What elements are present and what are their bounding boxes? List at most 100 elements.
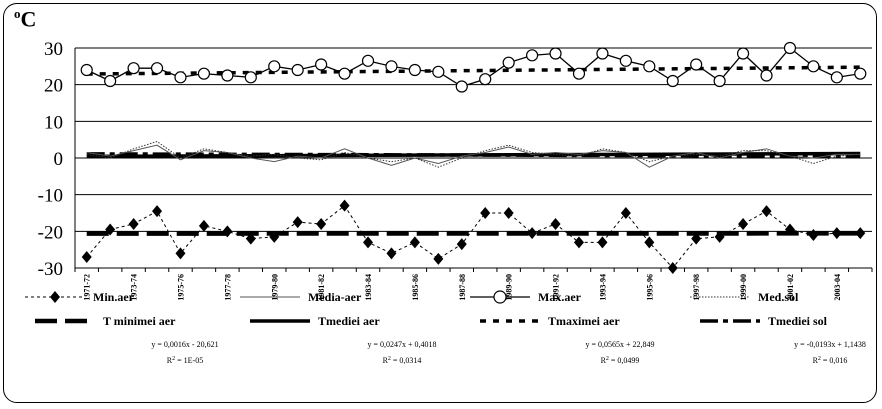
data-point-max [385, 60, 398, 73]
trend-equation: y = 0,0247x + 0,4018 [367, 340, 436, 349]
unit-label: oC [14, 6, 37, 32]
data-point-min [480, 207, 491, 219]
legend-marker [50, 291, 60, 303]
x-tick-label: 1993-94 [598, 274, 607, 301]
x-tick-label: 1975-76 [176, 274, 185, 301]
x-tick-label: 1985-86 [411, 274, 420, 301]
x-tick-label: 1971-72 [83, 274, 92, 301]
data-point-max [455, 80, 468, 93]
trend-equation: y = 0,0565x + 22,849 [585, 340, 654, 349]
legend-label: Media-aer [308, 290, 362, 304]
data-point-min [245, 232, 256, 245]
x-tick-label: 1991-92 [552, 274, 561, 301]
y-tick-label: -30 [38, 259, 63, 280]
y-tick-label: 30 [44, 39, 63, 60]
data-point-min [855, 227, 866, 240]
data-point-min [105, 223, 116, 236]
data-point-min [81, 251, 92, 263]
data-point-min [363, 236, 374, 249]
data-point-max [408, 63, 421, 77]
x-tick-label: 1979-80 [270, 274, 279, 301]
data-point-min [808, 229, 819, 241]
x-tick-label: 1987-88 [458, 274, 467, 301]
trend-r2: R2 = 0,016 [813, 356, 848, 365]
data-point-max [854, 67, 867, 80]
data-point-max [432, 65, 445, 78]
data-point-min [644, 236, 655, 249]
data-point-max [150, 62, 164, 75]
data-point-max [268, 60, 281, 73]
data-point-max [361, 54, 375, 67]
chart-frame [3, 3, 877, 403]
data-point-max [104, 74, 117, 88]
series-line-3 [86, 47, 861, 88]
x-tick-label: 2001-02 [786, 274, 795, 301]
x-tick-label: 1989-90 [505, 274, 514, 301]
data-point-max [80, 63, 93, 77]
data-point-max [315, 58, 328, 71]
trendline-4 [86, 152, 861, 158]
data-point-max [338, 67, 351, 80]
data-point-min [738, 218, 749, 230]
data-point-max [221, 69, 234, 82]
data-point-min [503, 207, 514, 219]
data-point-max [197, 67, 211, 80]
data-point-min [550, 218, 561, 230]
data-point-max [174, 71, 187, 84]
data-point-max [572, 67, 586, 80]
data-point-min [456, 238, 467, 251]
data-point-max [596, 47, 609, 60]
data-point-min [222, 225, 233, 238]
data-point-max [244, 71, 257, 84]
data-point-min [316, 218, 327, 230]
data-point-min [597, 236, 608, 249]
data-point-min [152, 205, 163, 218]
legend-marker [493, 290, 507, 304]
legend-label: Min.aer [93, 290, 135, 304]
data-point-min [269, 230, 280, 243]
data-point-min [175, 247, 186, 260]
data-point-max [643, 60, 656, 73]
x-tick-label: 1981-82 [317, 274, 326, 301]
data-point-max [830, 71, 843, 84]
data-point-min [761, 205, 772, 218]
x-tick-label: 1999-00 [739, 274, 748, 301]
legend-label: Tmediei aer [318, 314, 380, 328]
x-tick-label: 1977-78 [223, 274, 232, 301]
y-tick-label: 0 [54, 149, 64, 170]
data-point-min [620, 207, 631, 219]
y-tick-label: 20 [44, 76, 63, 97]
data-point-max [666, 74, 679, 88]
legend-label: Med.sol [758, 290, 799, 304]
data-point-min [339, 199, 350, 212]
x-tick-label: 1995-96 [645, 274, 654, 301]
data-point-max [713, 74, 726, 88]
data-point-min [128, 218, 139, 230]
y-tick-label: 10 [44, 112, 63, 133]
y-tick-label: -10 [38, 186, 63, 207]
series-line-4 [86, 140, 861, 168]
x-tick-label: 1997-98 [692, 274, 701, 301]
trend-equation: y = -0,0193x + 1,1438 [794, 340, 866, 349]
data-point-max [291, 63, 304, 77]
data-point-min [714, 230, 725, 243]
series-line-1 [86, 204, 861, 269]
data-point-max [619, 54, 632, 67]
data-point-min [784, 223, 795, 236]
series-line-2 [86, 144, 861, 168]
data-point-min [831, 227, 842, 240]
trend-r2: R2 = 0,0499 [601, 356, 640, 365]
x-tick-label: 1983-84 [364, 274, 373, 301]
data-point-min [573, 236, 584, 249]
trend-r2: R2 = 1E-05 [167, 356, 203, 365]
data-point-min [691, 232, 702, 245]
data-point-max [127, 62, 140, 75]
legend-label: Tmaximei aer [548, 314, 620, 328]
data-point-min [198, 219, 209, 232]
data-point-max [479, 73, 492, 86]
data-point-max [502, 56, 515, 69]
data-point-max [549, 47, 562, 60]
data-point-max [760, 69, 773, 82]
data-point-max [807, 60, 820, 73]
legend-label: Tmediei sol [768, 314, 828, 328]
